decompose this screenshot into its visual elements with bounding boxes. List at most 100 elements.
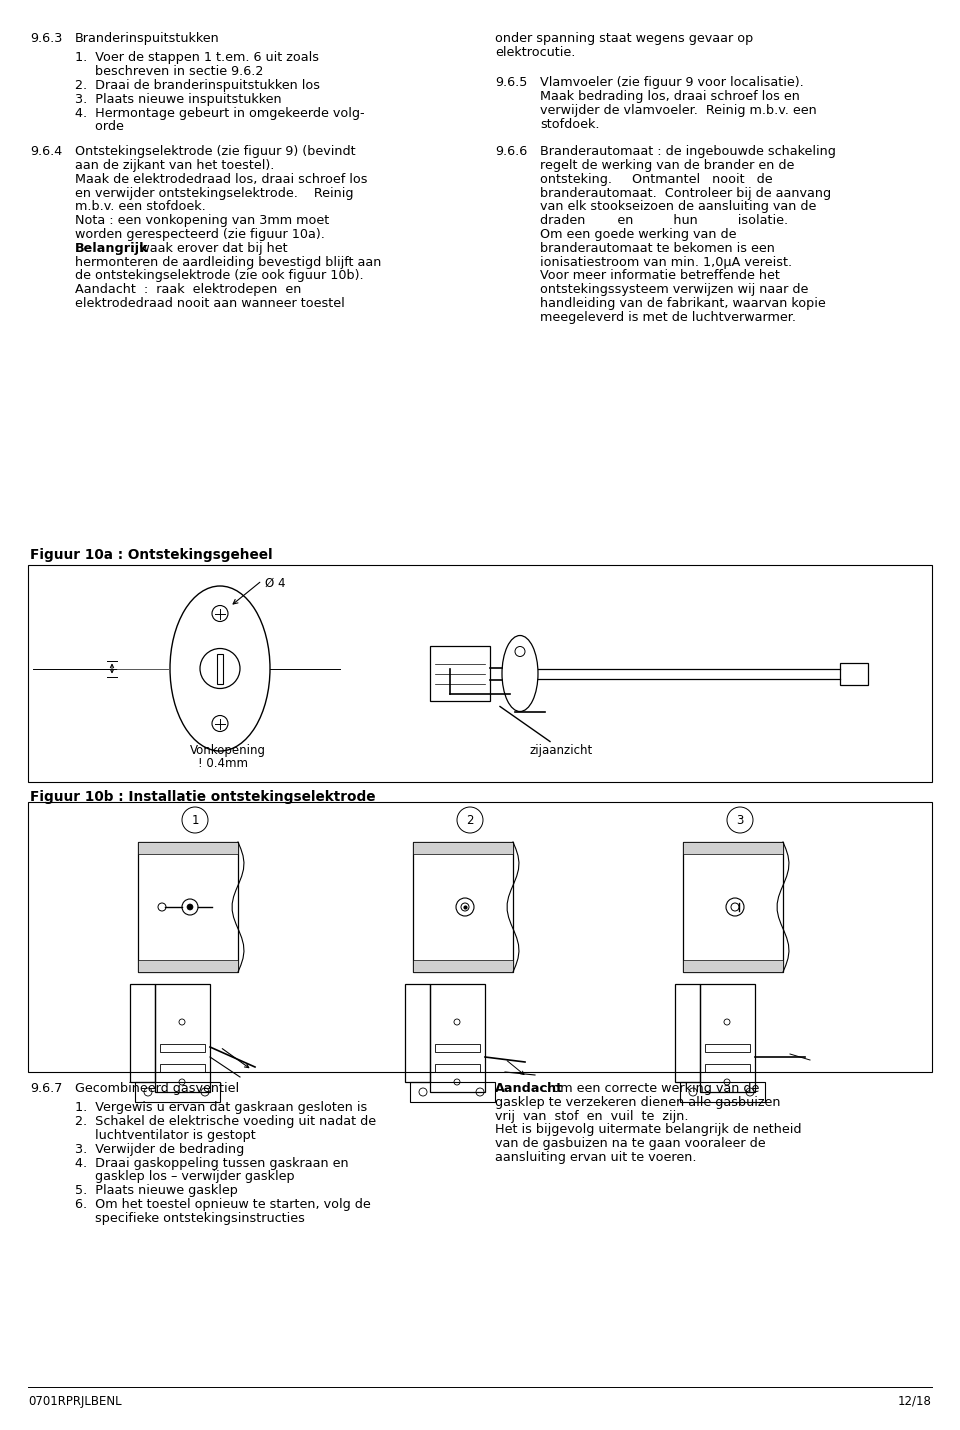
Text: Maak de elektrodedraad los, draai schroef los: Maak de elektrodedraad los, draai schroe… xyxy=(75,173,368,186)
Bar xyxy=(675,984,700,1083)
Bar xyxy=(28,802,932,1072)
Bar xyxy=(413,842,513,854)
Text: Ø 4: Ø 4 xyxy=(265,576,285,589)
Text: Nota : een vonkopening van 3mm moet: Nota : een vonkopening van 3mm moet xyxy=(75,214,329,227)
Bar xyxy=(705,1064,750,1072)
Text: 3.  Plaats nieuwe inspuitstukken: 3. Plaats nieuwe inspuitstukken xyxy=(75,93,281,106)
Bar xyxy=(683,960,783,972)
Bar xyxy=(413,960,513,972)
Bar xyxy=(130,984,155,1083)
Text: Belangrijk: Belangrijk xyxy=(75,242,149,255)
Text: vrij  van  stof  en  vuil  te  zijn.: vrij van stof en vuil te zijn. xyxy=(495,1110,688,1123)
Text: Figuur 10a : Ontstekingsgeheel: Figuur 10a : Ontstekingsgeheel xyxy=(30,548,273,562)
Text: onder spanning staat wegens gevaar op: onder spanning staat wegens gevaar op xyxy=(495,31,754,44)
Text: orde: orde xyxy=(75,120,124,133)
Bar xyxy=(705,1044,750,1052)
Text: Vlamvoeler (zie figuur 9 voor localisatie).: Vlamvoeler (zie figuur 9 voor localisati… xyxy=(540,76,804,89)
Text: Om een goede werking van de: Om een goede werking van de xyxy=(540,227,736,242)
Bar xyxy=(413,842,513,972)
Text: aansluiting ervan uit te voeren.: aansluiting ervan uit te voeren. xyxy=(495,1151,697,1164)
Text: van elk stookseizoen de aansluiting van de: van elk stookseizoen de aansluiting van … xyxy=(540,200,816,213)
Text: beschreven in sectie 9.6.2: beschreven in sectie 9.6.2 xyxy=(75,66,263,79)
Bar xyxy=(138,842,238,972)
Text: Aandacht  :  raak  elektrodepen  en: Aandacht : raak elektrodepen en xyxy=(75,283,301,296)
Bar xyxy=(28,565,932,782)
Text: worden gerespecteerd (zie figuur 10a).: worden gerespecteerd (zie figuur 10a). xyxy=(75,227,324,242)
Text: elektrodedraad nooit aan wanneer toestel: elektrodedraad nooit aan wanneer toestel xyxy=(75,297,345,310)
Text: branderautomaat te bekomen is een: branderautomaat te bekomen is een xyxy=(540,242,775,255)
Bar xyxy=(683,842,783,854)
Text: handleiding van de fabrikant, waarvan kopie: handleiding van de fabrikant, waarvan ko… xyxy=(540,297,826,310)
Text: Vonkopening: Vonkopening xyxy=(190,744,266,756)
Text: ontstekingssysteem verwijzen wij naar de: ontstekingssysteem verwijzen wij naar de xyxy=(540,283,808,296)
Text: : om een correcte werking van de: : om een correcte werking van de xyxy=(540,1083,759,1095)
Text: Voor meer informatie betreffende het: Voor meer informatie betreffende het xyxy=(540,269,780,282)
Text: 3.  Verwijder de bedrading: 3. Verwijder de bedrading xyxy=(75,1143,244,1155)
Bar xyxy=(430,984,485,1093)
Bar xyxy=(410,1083,495,1103)
Bar xyxy=(138,960,238,972)
Bar xyxy=(840,662,868,685)
Text: aan de zijkant van het toestel).: aan de zijkant van het toestel). xyxy=(75,159,275,172)
Text: 9.6.3: 9.6.3 xyxy=(30,31,62,44)
Text: 1.  Vergewis u ervan dat gaskraan gesloten is: 1. Vergewis u ervan dat gaskraan geslote… xyxy=(75,1101,368,1114)
Text: 4.  Hermontage gebeurt in omgekeerde volg-: 4. Hermontage gebeurt in omgekeerde volg… xyxy=(75,106,365,120)
Bar xyxy=(405,984,430,1083)
Bar xyxy=(155,984,210,1093)
Text: ontsteking.     Ontmantel   nooit   de: ontsteking. Ontmantel nooit de xyxy=(540,173,773,186)
Text: 12/18: 12/18 xyxy=(899,1396,932,1409)
Text: Branderautomaat : de ingebouwde schakeling: Branderautomaat : de ingebouwde schakeli… xyxy=(540,146,836,159)
Text: Aandacht: Aandacht xyxy=(495,1083,564,1095)
Text: 9.6.6: 9.6.6 xyxy=(495,146,527,159)
Text: 2: 2 xyxy=(467,814,473,827)
Text: 9.6.7: 9.6.7 xyxy=(30,1083,62,1095)
Text: 5.  Plaats nieuwe gasklep: 5. Plaats nieuwe gasklep xyxy=(75,1184,238,1197)
Circle shape xyxy=(187,904,193,909)
Text: Maak bedrading los, draai schroef los en: Maak bedrading los, draai schroef los en xyxy=(540,90,800,103)
Text: 9.6.4: 9.6.4 xyxy=(30,146,62,159)
Text: gasklep te verzekeren dienen alle gasbuizen: gasklep te verzekeren dienen alle gasbui… xyxy=(495,1095,780,1108)
Bar xyxy=(135,1083,220,1103)
Bar xyxy=(217,654,223,684)
Bar xyxy=(160,1064,205,1072)
Text: draden        en          hun          isolatie.: draden en hun isolatie. xyxy=(540,214,788,227)
Text: m.b.v. een stofdoek.: m.b.v. een stofdoek. xyxy=(75,200,205,213)
Text: 4.  Draai gaskoppeling tussen gaskraan en: 4. Draai gaskoppeling tussen gaskraan en xyxy=(75,1157,348,1170)
Text: Het is bijgevolg uitermate belangrijk de netheid: Het is bijgevolg uitermate belangrijk de… xyxy=(495,1124,802,1137)
Text: stofdoek.: stofdoek. xyxy=(540,117,599,130)
Bar xyxy=(700,984,755,1093)
Text: en verwijder ontstekingselektrode.    Reinig: en verwijder ontstekingselektrode. Reini… xyxy=(75,186,353,200)
Text: ionisatiestroom van min. 1,0μA vereist.: ionisatiestroom van min. 1,0μA vereist. xyxy=(540,256,792,269)
Text: : waak erover dat bij het: : waak erover dat bij het xyxy=(127,242,288,255)
Text: branderautomaat.  Controleer bij de aanvang: branderautomaat. Controleer bij de aanva… xyxy=(540,186,831,200)
Text: regelt de werking van de brander en de: regelt de werking van de brander en de xyxy=(540,159,794,172)
Bar xyxy=(435,1064,480,1072)
Bar xyxy=(138,842,238,854)
Text: 2.  Schakel de elektrische voeding uit nadat de: 2. Schakel de elektrische voeding uit na… xyxy=(75,1115,376,1128)
Text: 3: 3 xyxy=(736,814,744,827)
Text: 1.  Voer de stappen 1 t.em. 6 uit zoals: 1. Voer de stappen 1 t.em. 6 uit zoals xyxy=(75,51,319,64)
Text: Branderinspuitstukken: Branderinspuitstukken xyxy=(75,31,220,44)
Text: Ontstekingselektrode (zie figuur 9) (bevindt: Ontstekingselektrode (zie figuur 9) (bev… xyxy=(75,146,355,159)
Text: zijaanzicht: zijaanzicht xyxy=(530,744,593,756)
Text: hermonteren de aardleiding bevestigd blijft aan: hermonteren de aardleiding bevestigd bli… xyxy=(75,256,381,269)
Text: specifieke ontstekingsinstructies: specifieke ontstekingsinstructies xyxy=(75,1211,305,1224)
Text: verwijder de vlamvoeler.  Reinig m.b.v. een: verwijder de vlamvoeler. Reinig m.b.v. e… xyxy=(540,104,817,117)
Text: 0701RPRJLBENL: 0701RPRJLBENL xyxy=(28,1396,122,1409)
Text: ! 0.4mm: ! 0.4mm xyxy=(198,756,248,769)
Bar xyxy=(683,842,783,972)
Bar xyxy=(160,1044,205,1052)
Text: de ontstekingselektrode (zie ook figuur 10b).: de ontstekingselektrode (zie ook figuur … xyxy=(75,269,364,282)
Text: van de gasbuizen na te gaan vooraleer de: van de gasbuizen na te gaan vooraleer de xyxy=(495,1137,766,1150)
Text: 9.6.5: 9.6.5 xyxy=(495,76,527,89)
Text: 2.  Draai de branderinspuitstukken los: 2. Draai de branderinspuitstukken los xyxy=(75,79,320,92)
Bar xyxy=(680,1083,765,1103)
Text: gasklep los – verwijder gasklep: gasklep los – verwijder gasklep xyxy=(75,1170,295,1183)
Text: 6.  Om het toestel opnieuw te starten, volg de: 6. Om het toestel opnieuw te starten, vo… xyxy=(75,1198,371,1211)
Text: elektrocutie.: elektrocutie. xyxy=(495,46,575,59)
Text: meegeleverd is met de luchtverwarmer.: meegeleverd is met de luchtverwarmer. xyxy=(540,310,796,323)
Text: 1: 1 xyxy=(191,814,199,827)
Bar xyxy=(435,1044,480,1052)
Text: Gecombineerd gasventiel: Gecombineerd gasventiel xyxy=(75,1083,239,1095)
Text: Figuur 10b : Installatie ontstekingselektrode: Figuur 10b : Installatie ontstekingselek… xyxy=(30,789,375,804)
